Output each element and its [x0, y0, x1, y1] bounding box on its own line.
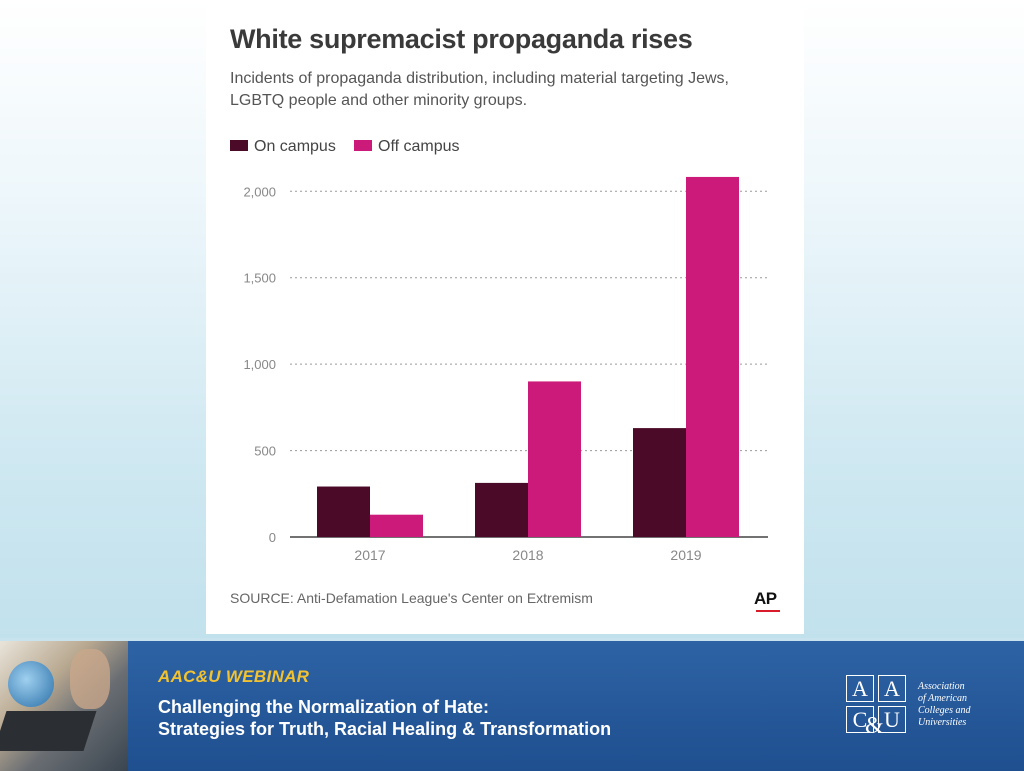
aacu-organization-name: Association of American Colleges and Uni…: [918, 681, 998, 729]
legend-swatch-on-campus: [230, 140, 248, 151]
y-tick-label: 2,000: [243, 184, 276, 199]
legend-swatch-off-campus: [354, 140, 372, 151]
bar-on-campus-2017: [317, 486, 370, 537]
ap-logo: AP: [754, 589, 777, 608]
bar-chart: 0 500 1,000 1,500 2,000 2017 2018 2019: [243, 176, 768, 563]
bar-off-campus-2017: [370, 514, 423, 537]
source-note: SOURCE: Anti-Defamation League's Center …: [230, 590, 593, 606]
chart-title: White supremacist propaganda rises: [230, 24, 693, 54]
legend-label-off-campus: Off campus: [378, 138, 460, 155]
aacu-name-line: of American: [918, 693, 967, 704]
bar-on-campus-2018: [475, 482, 528, 537]
aacu-logo-letter: U: [878, 706, 906, 733]
aacu-logo-letter: A: [846, 675, 874, 702]
bar-off-campus-2018: [528, 381, 581, 537]
aacu-logo-ampersand: &: [865, 713, 884, 739]
webinar-footer: AAC&U WEBINAR Challenging the Normalizat…: [0, 638, 1024, 771]
x-tick-label: 2017: [354, 547, 385, 563]
legend-label-on-campus: On campus: [254, 138, 336, 155]
aacu-name-line: Association: [918, 681, 965, 692]
footer-photo: [0, 641, 128, 771]
x-tick-label: 2019: [670, 547, 701, 563]
aacu-logo-letter: C: [846, 706, 874, 733]
laptop-image: [0, 711, 97, 751]
y-tick-label: 0: [269, 530, 276, 545]
legend-off-campus: Off campus: [354, 138, 460, 156]
ap-logo-underline: [756, 610, 780, 612]
bar-off-campus-2019: [686, 176, 739, 537]
bar-on-campus-2019: [633, 428, 686, 537]
aacu-name-line: Colleges and: [918, 705, 971, 716]
globe-image: [8, 661, 54, 707]
y-tick-label: 1,500: [243, 271, 276, 286]
chart-card: White supremacist propaganda rises Incid…: [206, 4, 804, 634]
chart-subtitle: Incidents of propaganda distribution, in…: [230, 70, 729, 109]
aacu-name-line: Universities: [918, 717, 967, 728]
webinar-label: AAC&U WEBINAR: [158, 667, 310, 686]
aacu-logo: A A C U &: [846, 675, 912, 739]
x-tick-label: 2018: [512, 547, 543, 563]
webinar-title-line1: Challenging the Normalization of Hate:: [158, 697, 490, 717]
y-tick-label: 1,000: [243, 357, 276, 372]
y-tick-label: 500: [254, 444, 276, 459]
webinar-title-line2: Strategies for Truth, Racial Healing & T…: [158, 719, 612, 739]
legend-on-campus: On campus: [230, 138, 336, 156]
aacu-logo-letter: A: [878, 675, 906, 702]
person-image: [70, 649, 110, 709]
